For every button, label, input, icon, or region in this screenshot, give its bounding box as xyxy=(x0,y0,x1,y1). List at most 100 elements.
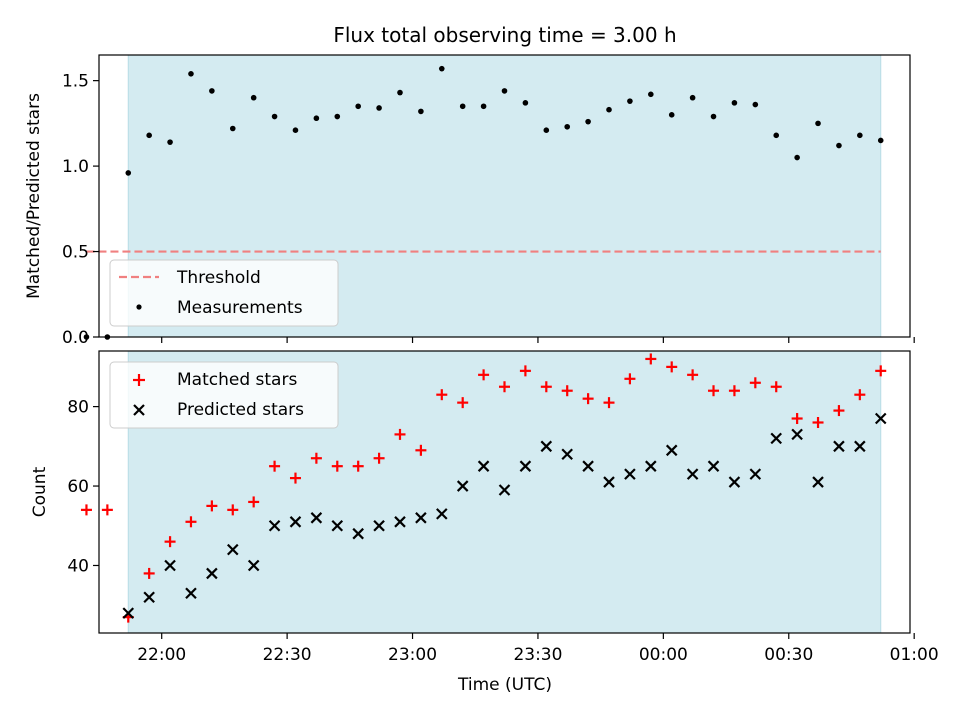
matched-star-point xyxy=(352,460,364,472)
predicted-star-point-b xyxy=(519,460,532,472)
predicted-star-point xyxy=(645,460,657,472)
y-tick-label: 0.5 xyxy=(62,243,89,263)
bottom-legend-box xyxy=(109,361,339,429)
legend-matched-swatch xyxy=(133,374,145,386)
measurement-point xyxy=(334,113,341,120)
measurement-point xyxy=(313,115,320,122)
bottom-panel: 40 60 80 22:00 22:30 23:00 23:30 00:00 00:30 01:… xyxy=(30,350,939,695)
measurement-point xyxy=(794,154,800,161)
matched-star-point xyxy=(478,369,490,381)
predicted-star-point xyxy=(247,559,260,572)
measurement-point xyxy=(752,101,759,108)
predicted-star-point-b xyxy=(812,476,824,488)
matched-star-point xyxy=(708,385,720,397)
measurement-point xyxy=(459,103,466,110)
predicted-star-point-b xyxy=(686,468,699,480)
predicted-star-point-b xyxy=(415,512,427,524)
measurement-point xyxy=(668,112,675,118)
predicted-star-point-b xyxy=(770,432,783,445)
predicted-star-point-b xyxy=(185,587,197,600)
legend-measurements-swatch xyxy=(136,304,142,310)
predicted-star-point xyxy=(791,428,803,441)
predicted-star-point-b xyxy=(540,440,553,453)
predicted-star-point-b xyxy=(791,428,803,441)
measurement-point xyxy=(689,94,696,101)
measurement-point xyxy=(877,137,884,144)
predicted-star-point-b xyxy=(143,591,155,604)
matched-star-point xyxy=(666,361,678,373)
measurement-point xyxy=(585,118,591,125)
predicted-star-point xyxy=(540,440,553,453)
matched-star-point xyxy=(457,397,469,409)
y-tick-label: 40 xyxy=(67,556,89,576)
legend-predicted-label: Predicted stars xyxy=(177,400,304,420)
matched-star-point xyxy=(227,504,239,516)
predicted-star-point xyxy=(185,587,197,600)
predicted-star-point-b xyxy=(373,519,385,532)
measurement-point xyxy=(83,334,90,340)
measurement-point xyxy=(815,120,821,127)
matched-star-point xyxy=(770,381,782,393)
measurement-point xyxy=(773,132,780,139)
bottom-y-axis-label: Count xyxy=(30,466,50,517)
x-tick-label: 22:00 xyxy=(137,645,186,665)
y-tick-label: 0.0 xyxy=(62,328,89,348)
measurement-point xyxy=(836,142,842,149)
predicted-star-point-b xyxy=(164,559,176,572)
matched-star-point xyxy=(248,496,260,508)
top-legend: Threshold Measurements xyxy=(109,259,339,327)
matched-star-point xyxy=(499,381,510,393)
predicted-star-point xyxy=(436,508,448,520)
measurement-point xyxy=(209,88,215,94)
predicted-star-point-b xyxy=(331,519,344,532)
predicted-star-point-b xyxy=(728,476,741,488)
predicted-star-point xyxy=(686,468,699,480)
top-plot-frame xyxy=(98,54,911,338)
predicted-star-point-b xyxy=(561,448,573,461)
predicted-star-point-b xyxy=(289,516,302,528)
matched-star-point xyxy=(331,460,343,472)
y-tick-label: 80 xyxy=(67,398,89,418)
top-x-axis-ticks xyxy=(161,337,915,343)
predicted-star-point xyxy=(770,432,783,445)
measurement-point xyxy=(606,106,612,113)
y-tick-label: 1.5 xyxy=(62,72,89,92)
predicted-star-point-b xyxy=(603,476,615,488)
predicted-star-point-b xyxy=(122,607,135,619)
predicted-star-point xyxy=(854,440,866,453)
predicted-star-point xyxy=(373,519,385,532)
predicted-star-point-b xyxy=(226,543,239,556)
predicted-star-point xyxy=(352,527,364,540)
predicted-star-point xyxy=(477,460,490,472)
predicted-star-point-b xyxy=(477,460,490,472)
matched-star-point xyxy=(185,516,197,528)
predicted-star-point-b xyxy=(310,512,323,524)
predicted-star-point-b xyxy=(352,527,364,540)
matched-star-point xyxy=(833,405,845,417)
measurement-point xyxy=(627,98,633,104)
measurement-point xyxy=(648,91,654,98)
measurement-points xyxy=(83,65,884,340)
y-tick-label: 60 xyxy=(67,477,89,497)
measurement-point xyxy=(397,89,403,96)
measurement-point xyxy=(564,123,571,130)
predicted-star-point-b xyxy=(456,480,469,492)
predicted-star-point xyxy=(498,484,511,496)
predicted-star-point xyxy=(603,476,615,488)
x-tick-label: 01:00 xyxy=(890,645,939,665)
bottom-x-axis-ticks: 22:00 22:30 23:00 23:30 00:00 00:30 01:00 xyxy=(137,633,939,665)
matched-star-point xyxy=(749,377,761,389)
predicted-star-point xyxy=(561,448,573,461)
matched-star-point xyxy=(206,500,218,512)
measurement-point xyxy=(480,103,487,110)
matched-star-point xyxy=(875,365,887,377)
measurement-point xyxy=(355,103,361,110)
matched-star-point xyxy=(269,460,281,472)
predicted-star-point xyxy=(206,567,218,580)
predicted-star-point xyxy=(728,476,741,488)
top-legend-box xyxy=(109,259,339,327)
bottom-x-axis-label: Time (UTC) xyxy=(457,675,552,695)
measurement-point xyxy=(438,65,445,72)
